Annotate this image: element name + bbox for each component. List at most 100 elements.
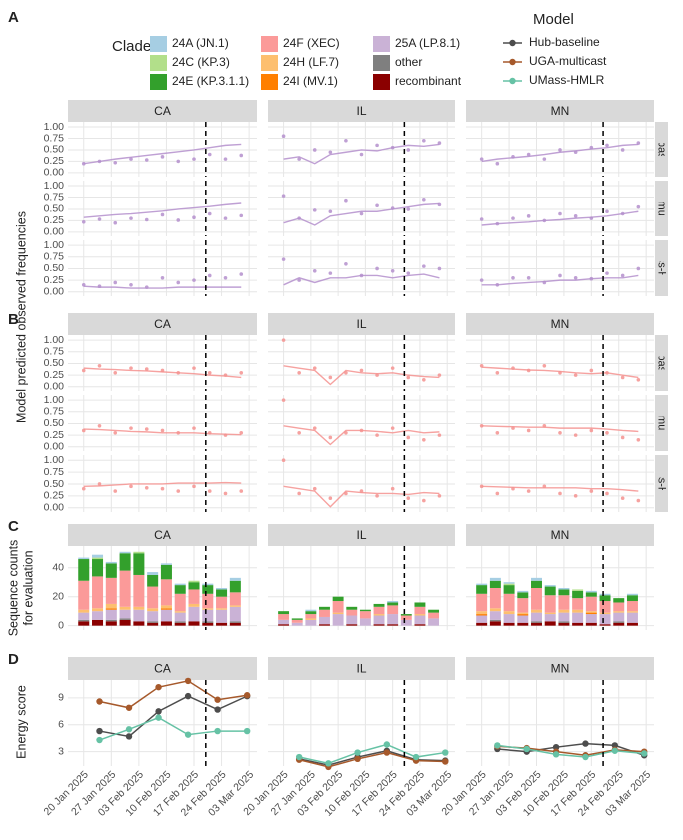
observed-point [144,217,149,222]
observed-point [390,145,395,150]
observed-point [297,371,301,375]
observed-point [558,491,562,496]
bar-segment [105,561,117,564]
score-point [552,751,560,758]
bar-segment [160,605,172,609]
observed-point [511,276,515,280]
y-tick-label: 0.75 [44,132,65,144]
observed-point [605,209,609,214]
legend-label: 24I (MV.1) [283,74,338,88]
bar-segment [599,614,611,625]
bar-segment [105,563,117,578]
observed-point [344,431,348,435]
observed-point [636,266,641,271]
bar-segment [558,621,570,623]
bar-segment [531,577,542,581]
panel-letter: B [8,311,19,328]
facet-strip [268,313,455,335]
y-tick-label: 0.50 [44,357,65,369]
bar-segment [188,589,200,604]
observed-point [359,428,364,433]
observed-point [605,271,609,275]
bar-segment [305,611,317,615]
bar-segment [78,612,90,620]
score-point [96,736,103,744]
bar-segment [599,612,611,615]
observed-point [390,269,395,273]
score-point [611,742,619,749]
observed-point [620,375,625,380]
observed-point [239,213,244,218]
bar-segment [613,598,625,603]
y-tick-label: 20 [52,590,64,602]
bar-segment [229,622,241,626]
observed-point [479,484,484,489]
bar-segment [319,616,330,625]
facet-strip-label: CA [154,317,171,331]
y-axis-title: for evaluation [21,550,35,625]
bar-segment [531,622,542,626]
bar-segment [92,557,104,560]
bar-segment [119,606,131,610]
bar-segment [160,608,172,610]
facet-strip-label: MN [551,662,570,676]
observed-point [344,491,348,496]
observed-point [297,157,301,161]
observed-point [605,491,609,496]
bar-segment [202,608,214,610]
observed-point [542,364,547,368]
y-tick-label: 0.50 [44,144,65,156]
y-tick-label: 0.00 [44,286,65,298]
bar-segment [332,601,344,613]
y-axis-title: Sequence counts [6,540,20,637]
bar-segment [346,606,358,610]
score-line [99,716,248,741]
legend-label: 24F (XEC) [283,36,340,50]
y-tick-label: 0.75 [44,406,65,418]
observed-point [526,428,531,433]
bar-segment [544,612,556,615]
observed-point [223,276,228,280]
bar-segment [387,601,399,603]
facet-strip [68,313,257,335]
row-strip-label: Hub-baseline [656,117,668,182]
facet-strip-label: MN [551,528,570,542]
observed-point [129,484,133,489]
observed-point [176,280,181,285]
bar-segment [387,624,399,626]
observed-point [312,148,317,152]
observed-point [97,364,102,368]
bar-segment [489,588,501,609]
observed-point [605,431,609,435]
bar-segment [278,624,290,626]
score-point [184,731,192,738]
legend-marker [509,77,516,85]
bar-segment [305,609,317,612]
bar-segment [572,598,584,610]
legend-swatch [150,36,167,52]
observed-point [312,366,317,370]
bar-segment [147,622,159,626]
bar-segment [359,609,371,612]
observed-point [81,283,86,287]
y-tick-label: 0.00 [44,226,65,238]
observed-point [406,375,411,380]
legend-swatch [373,74,390,90]
row-strip-label: UGA-multicast [656,388,668,459]
legend-swatch [150,55,167,71]
facet-strip-label: IL [356,662,366,676]
bar-segment [147,611,159,622]
y-tick-label: 9 [58,692,64,704]
observed-point [406,435,411,440]
bar-segment [531,612,542,622]
bar-segment [119,551,131,554]
bar-segment [599,601,611,613]
legend-marker [509,58,516,66]
facet-strip-label: CA [154,104,171,118]
panel-letter: C [8,518,19,535]
observed-point [437,141,442,145]
observed-point [542,157,547,161]
bar-segment [92,619,104,626]
observed-point [207,371,212,375]
observed-point [239,272,244,276]
